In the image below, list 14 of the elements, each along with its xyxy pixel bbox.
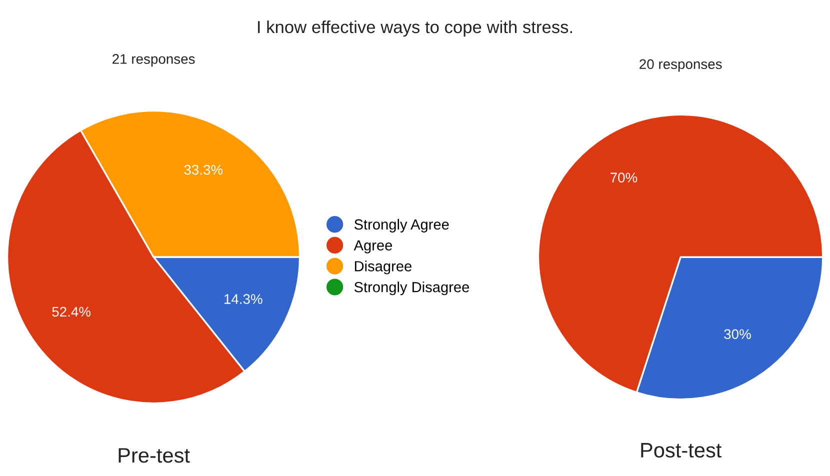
- data-label: 33.3%: [184, 164, 223, 175]
- legend-label: Strongly Disagree: [354, 282, 470, 296]
- text: Pre-test: [118, 448, 190, 463]
- chart-subtitle: 21 responses: [112, 54, 195, 67]
- data-label: 14.3%: [224, 294, 262, 304]
- chart-subtitle: 20 responses: [640, 59, 722, 72]
- legend-label: Agree: [354, 240, 392, 254]
- legend-label: Disagree: [354, 260, 412, 274]
- data-label: 30%: [724, 329, 751, 340]
- legend-label: Strongly Agree: [354, 218, 449, 233]
- text: Post-test: [641, 443, 722, 458]
- text: I know effective ways to cope with stress.: [258, 20, 572, 37]
- data-label: 52.4%: [52, 306, 90, 317]
- data-label: 70%: [610, 172, 638, 182]
